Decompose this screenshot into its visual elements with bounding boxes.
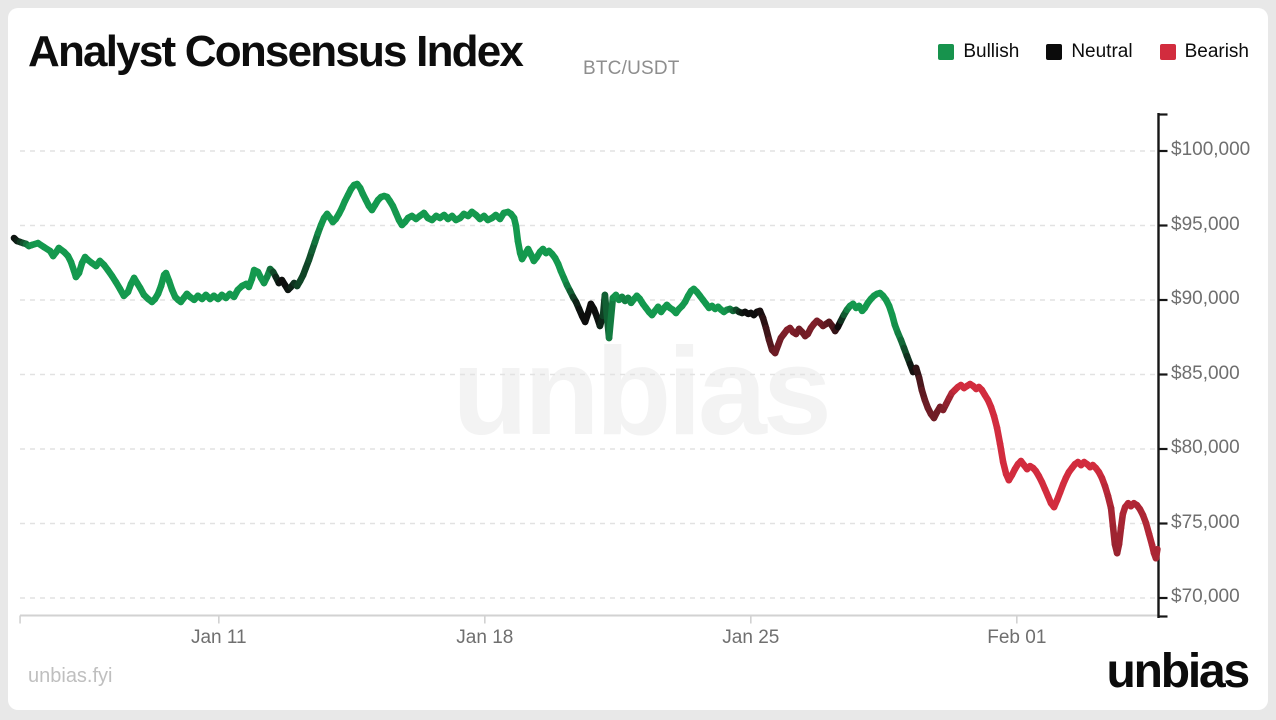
- unbias-logo: unbias: [1106, 645, 1251, 698]
- legend: Bullish Neutral Bearish: [938, 41, 1249, 63]
- site-url: unbias.fyi: [28, 665, 113, 687]
- pair-subtitle: BTC/USDT: [583, 58, 680, 79]
- legend-item-bearish: Bearish: [1159, 41, 1249, 63]
- bearish-swatch-icon: [1159, 44, 1176, 60]
- legend-label: Bullish: [963, 41, 1020, 62]
- x-axis-label: Jan 11: [190, 627, 247, 648]
- y-axis-label: $70,000: [1171, 586, 1240, 607]
- legend-label: Neutral: [1071, 41, 1133, 62]
- y-axis-label: $100,000: [1171, 139, 1251, 160]
- x-axis-label: Jan 25: [722, 627, 780, 648]
- legend-item-bullish: Bullish: [938, 41, 1019, 63]
- y-axis-label: $85,000: [1171, 362, 1240, 384]
- legend-item-neutral: Neutral: [1046, 41, 1133, 63]
- chart-card: [8, 8, 1268, 710]
- x-axis-label: Jan 18: [456, 627, 514, 648]
- x-axis-label: Feb 01: [987, 627, 1047, 648]
- y-axis-label: $75,000: [1171, 511, 1240, 533]
- y-axis-label: $95,000: [1171, 213, 1240, 235]
- bullish-swatch-icon: [938, 44, 955, 60]
- page-title: Analyst Consensus Index: [28, 27, 524, 76]
- y-axis-label: $90,000: [1171, 288, 1240, 309]
- y-axis-label: $80,000: [1171, 437, 1240, 458]
- legend-label: Bearish: [1184, 41, 1249, 62]
- neutral-swatch-icon: [1046, 44, 1063, 60]
